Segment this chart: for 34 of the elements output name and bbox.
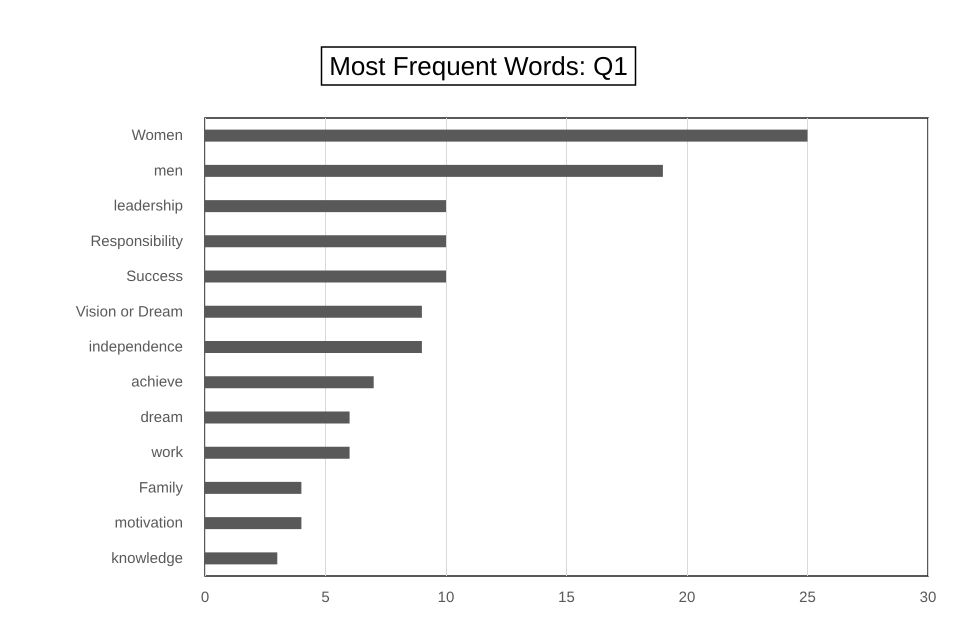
x-tick-label: 15 bbox=[558, 589, 575, 606]
bar bbox=[205, 411, 350, 424]
y-tick-label: achieve bbox=[131, 374, 183, 391]
y-tick-label: motivation bbox=[114, 514, 183, 532]
bar bbox=[205, 200, 446, 212]
bar bbox=[205, 446, 350, 459]
bar bbox=[205, 130, 808, 142]
y-tick-label: men bbox=[154, 162, 183, 180]
y-tick-label: dream bbox=[140, 408, 183, 426]
y-tick-label: Success bbox=[126, 268, 183, 286]
bar bbox=[205, 341, 422, 353]
bar bbox=[205, 164, 663, 177]
x-tick-label: 0 bbox=[200, 589, 210, 606]
y-tick-label: knowledge bbox=[111, 550, 183, 567]
y-tick-label: leadership bbox=[114, 198, 183, 215]
x-tick-label: 20 bbox=[678, 589, 696, 606]
bar bbox=[205, 482, 302, 494]
y-tick-label: Women bbox=[132, 127, 183, 144]
y-tick-label: independence bbox=[88, 338, 183, 356]
y-tick-label: work bbox=[150, 444, 184, 462]
bar bbox=[205, 306, 422, 318]
x-tick-label: 5 bbox=[321, 589, 330, 606]
y-tick-label: Family bbox=[138, 479, 184, 496]
bar bbox=[205, 552, 278, 564]
y-tick-label: Responsibility bbox=[90, 232, 184, 250]
x-tick-label: 30 bbox=[920, 589, 936, 606]
chart-title: Most Frequent Words: Q1 bbox=[329, 51, 628, 81]
bar bbox=[205, 376, 374, 388]
x-tick-label: 25 bbox=[799, 589, 816, 606]
x-tick-label: 10 bbox=[438, 589, 454, 606]
bar bbox=[205, 235, 446, 248]
y-tick-label: Vision or Dream bbox=[76, 303, 183, 320]
bar bbox=[205, 270, 446, 283]
bar bbox=[205, 517, 302, 530]
